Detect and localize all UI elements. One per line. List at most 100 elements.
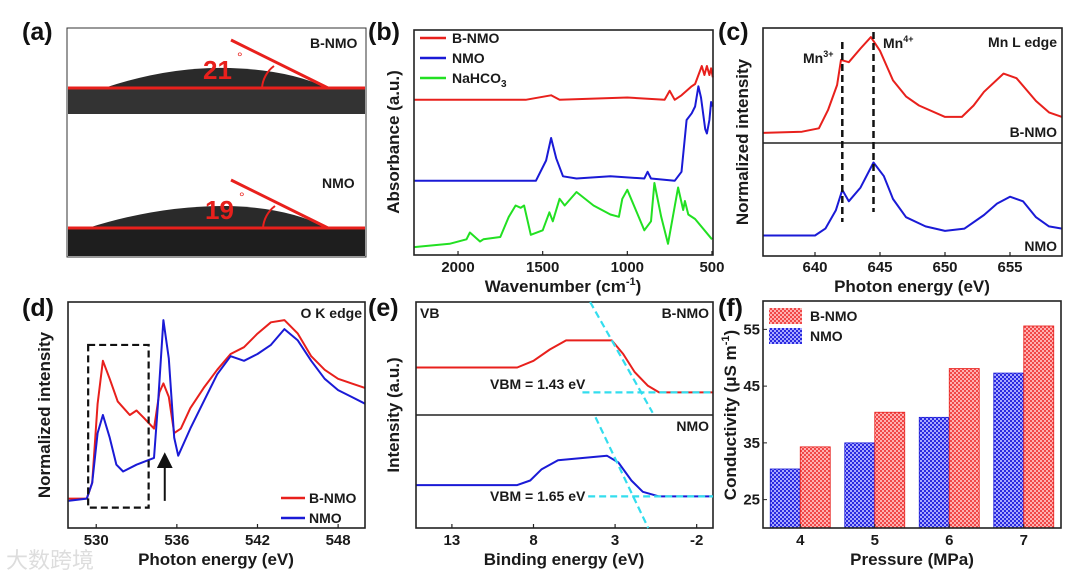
plot-frame bbox=[762, 27, 1063, 257]
panel-label-f: (f) bbox=[718, 294, 743, 322]
series-line-b-nmo bbox=[414, 65, 714, 101]
panel-label-a: (a) bbox=[22, 18, 53, 46]
x-tick-label: 655 bbox=[997, 259, 1022, 276]
x-tick-label: 2000 bbox=[441, 259, 474, 276]
x-tick-label: 1000 bbox=[611, 259, 644, 276]
series-line-nmo bbox=[763, 161, 1063, 237]
angle-value: 19 bbox=[205, 195, 234, 225]
annotation-mn4: Mn4+ bbox=[883, 34, 913, 51]
panel-f-conductivity: Conductivity (μS m-1) Pressure (MPa) B-N… bbox=[720, 300, 1062, 569]
panel-title: Mn L edge bbox=[988, 34, 1057, 50]
panel-e-valence-band: Intensity (a.u.) Binding energy (eV) VB … bbox=[384, 301, 714, 569]
bar-nmo-6 bbox=[918, 416, 950, 529]
x-tick-label: 7 bbox=[1020, 532, 1028, 549]
series-line-nmo bbox=[414, 85, 714, 182]
x-tick-label: -2 bbox=[690, 532, 703, 549]
legend-label-bnmo: B-NMO bbox=[810, 308, 858, 324]
tangent-line bbox=[230, 38, 329, 90]
panel-d-o-k-edge: Normalized intensity Photon energy (eV) … bbox=[35, 301, 366, 569]
annotation-mn3: Mn3+ bbox=[803, 49, 833, 66]
panel-title: VB bbox=[420, 305, 439, 321]
series-line-nmo bbox=[67, 319, 366, 502]
series-line-b-nmo bbox=[762, 36, 1063, 134]
y-axis-title: Normalized intensity bbox=[733, 58, 752, 225]
x-axis-title: Pressure (MPa) bbox=[850, 550, 974, 569]
x-tick-label: 542 bbox=[245, 532, 270, 549]
legend-swatch-bnmo bbox=[769, 308, 802, 324]
x-tick-label: 4 bbox=[796, 532, 805, 549]
y-axis-title: Conductivity (μS m-1) bbox=[720, 330, 740, 500]
x-tick-label: 530 bbox=[84, 532, 109, 549]
y-axis-title: Normalized intensity bbox=[35, 331, 54, 498]
x-axis-title: Wavenumber (cm-1) bbox=[485, 276, 642, 296]
bar-b-nmo-5 bbox=[874, 411, 906, 529]
y-tick-label: 35 bbox=[743, 435, 760, 452]
legend-label-bnmo: B-NMO bbox=[452, 30, 500, 46]
bar-nmo-4 bbox=[769, 468, 801, 529]
panel-b-ftir: Absorbance (a.u.) Wavenumber (cm-1) B-NM… bbox=[384, 29, 724, 296]
angle-value: 21 bbox=[203, 55, 232, 85]
vbm-fit-line bbox=[594, 416, 650, 529]
legend: B-NMO NMO bbox=[769, 308, 858, 344]
watermark: 大数跨境 bbox=[6, 548, 94, 573]
y-tick-label: 45 bbox=[743, 378, 760, 395]
droplet bbox=[104, 67, 327, 88]
legend: B-NMO NMO NaHCO3 bbox=[420, 30, 507, 90]
legend-label-bnmo: B-NMO bbox=[309, 490, 357, 506]
x-tick-label: 6 bbox=[945, 532, 953, 549]
x-axis-title: Photon energy (eV) bbox=[138, 550, 294, 569]
x-tick-label: 645 bbox=[867, 259, 892, 276]
panel-title: O K edge bbox=[301, 305, 363, 321]
series-line-b-nmo bbox=[68, 319, 366, 500]
x-tick-label: 1500 bbox=[526, 259, 559, 276]
panel-label-d: (d) bbox=[22, 294, 54, 322]
bar-b-nmo-6 bbox=[948, 368, 980, 529]
panel-label-e: (e) bbox=[368, 294, 399, 322]
vbm-fit-line bbox=[589, 301, 654, 414]
vbm-label-nmo: VBM = 1.65 eV bbox=[490, 488, 586, 504]
plot-frame bbox=[762, 300, 1062, 529]
legend-label-nmo: NMO bbox=[452, 50, 485, 66]
sample-label: B-NMO bbox=[310, 35, 358, 51]
panel-label-c: (c) bbox=[718, 18, 749, 46]
sample-label-nmo: NMO bbox=[676, 418, 709, 434]
bar-nmo-7 bbox=[993, 372, 1025, 529]
x-tick-label: 650 bbox=[932, 259, 957, 276]
legend-swatch-nmo bbox=[769, 328, 802, 344]
x-tick-label: 548 bbox=[326, 532, 351, 549]
x-tick-label: 5 bbox=[871, 532, 879, 549]
legend-label-nmo: NMO bbox=[309, 510, 342, 526]
legend-label-nahco3: NaHCO3 bbox=[452, 70, 507, 90]
panel-label-b: (b) bbox=[368, 18, 400, 46]
legend-label-nmo: NMO bbox=[810, 328, 843, 344]
highlight-dashed-box bbox=[87, 343, 150, 509]
x-axis-title: Photon energy (eV) bbox=[834, 277, 990, 296]
x-tick-label: 3 bbox=[611, 532, 619, 549]
degree-symbol: ° bbox=[239, 189, 245, 205]
bar-b-nmo-7 bbox=[1023, 325, 1055, 529]
substrate bbox=[68, 88, 365, 114]
sample-label-bnmo: B-NMO bbox=[662, 305, 710, 321]
x-tick-label: 8 bbox=[529, 532, 537, 549]
y-axis-title: Intensity (a.u.) bbox=[384, 357, 403, 472]
bar-b-nmo-4 bbox=[799, 446, 831, 529]
panel-a-contact-angle: 21 ° B-NMO 19 ° NMO bbox=[66, 27, 367, 258]
degree-symbol: ° bbox=[237, 49, 243, 65]
series-line-nmo bbox=[416, 454, 713, 498]
angle-arc bbox=[261, 65, 275, 89]
y-axis-title: Absorbance (a.u.) bbox=[384, 70, 403, 214]
sample-label: NMO bbox=[322, 175, 355, 191]
x-tick-label: 640 bbox=[802, 259, 827, 276]
legend: B-NMO NMO bbox=[281, 490, 357, 526]
x-tick-label: 13 bbox=[444, 532, 461, 549]
plot-frame bbox=[413, 29, 714, 256]
y-tick-label: 55 bbox=[743, 321, 760, 338]
y-tick-label: 25 bbox=[743, 492, 760, 509]
x-axis-title: Binding energy (eV) bbox=[484, 550, 645, 569]
x-tick-label: 536 bbox=[164, 532, 189, 549]
sample-label-nmo: NMO bbox=[1024, 238, 1057, 254]
droplet bbox=[88, 205, 327, 228]
bar-nmo-5 bbox=[844, 442, 876, 529]
contact-angle-image-bnmo: 21 ° B-NMO bbox=[68, 35, 365, 114]
